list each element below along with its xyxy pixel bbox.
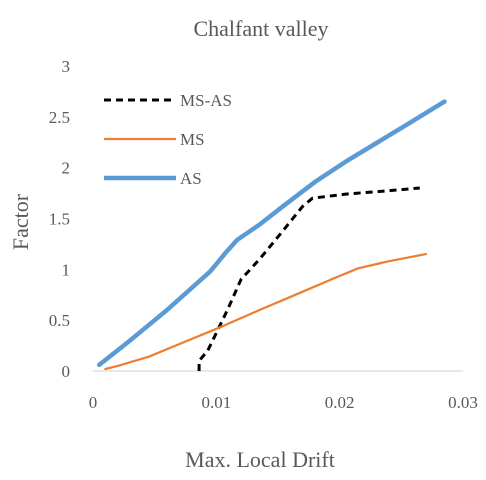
y-tick-label: 3 [62,57,71,76]
series-lines [96,99,447,371]
y-tick-label: 2 [62,159,71,178]
y-axis-ticks: 0 0.5 1 1.5 2 2.5 3 [49,57,70,381]
series-line-ms-as [197,186,420,371]
y-tick-label: 1.5 [49,210,70,229]
y-axis-label: Factor [8,193,33,250]
legend-label: AS [180,169,202,188]
legend-label: MS-AS [180,91,232,110]
series-line-as [96,99,447,368]
legend: MS-AS MS AS [104,91,232,188]
legend-label: MS [180,130,205,149]
y-tick-label: 2.5 [49,108,70,127]
chart-title: Chalfant valley [193,16,328,41]
y-tick-label: 1 [62,260,71,279]
x-axis-label: Max. Local Drift [185,447,335,472]
y-tick-label: 0 [62,362,71,381]
x-tick-label: 0 [89,393,98,412]
y-tick-label: 0.5 [49,311,70,330]
x-tick-label: 0.02 [325,393,355,412]
series-line-ms [104,253,428,371]
x-axis-ticks: 0 0.01 0.02 0.03 [89,393,478,412]
x-tick-label: 0.03 [448,393,478,412]
x-tick-label: 0.01 [201,393,231,412]
